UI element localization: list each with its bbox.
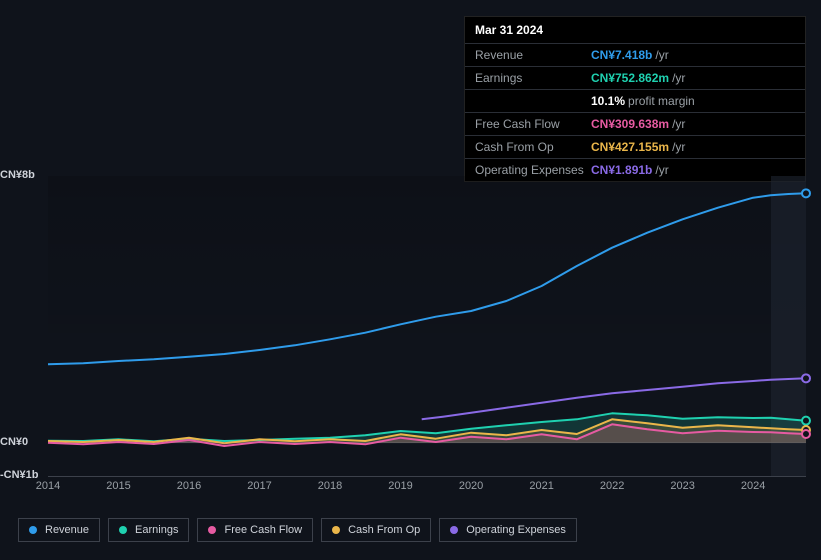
tooltip-unit: /yr bbox=[672, 140, 685, 154]
tooltip-value: CN¥309.638m bbox=[591, 117, 669, 131]
legend-dot-icon bbox=[29, 526, 37, 534]
series-end-marker-earnings bbox=[802, 417, 810, 425]
tooltip-row: EarningsCN¥752.862m /yr bbox=[465, 66, 805, 89]
tooltip-row: Free Cash FlowCN¥309.638m /yr bbox=[465, 112, 805, 135]
tooltip-label bbox=[475, 94, 591, 108]
tooltip-row: Cash From OpCN¥427.155m /yr bbox=[465, 135, 805, 158]
tooltip-unit: /yr bbox=[672, 71, 685, 85]
y-axis-label: -CN¥1b bbox=[0, 469, 39, 481]
legend-item-fcf[interactable]: Free Cash Flow bbox=[197, 518, 313, 542]
series-line-revenue bbox=[48, 193, 806, 364]
tooltip-value: CN¥7.418b bbox=[591, 48, 652, 62]
legend-dot-icon bbox=[208, 526, 216, 534]
x-axis-tick: 2016 bbox=[177, 480, 201, 492]
legend-item-revenue[interactable]: Revenue bbox=[18, 518, 100, 542]
x-axis-tick: 2018 bbox=[318, 480, 342, 492]
legend-dot-icon bbox=[450, 526, 458, 534]
tooltip-row: 10.1% profit margin bbox=[465, 89, 805, 112]
tooltip-value: CN¥427.155m bbox=[591, 140, 669, 154]
legend-item-cashop[interactable]: Cash From Op bbox=[321, 518, 431, 542]
x-axis: 2014201520162017201820192020202120222023… bbox=[48, 480, 806, 500]
series-end-marker-fcf bbox=[802, 430, 810, 438]
x-axis-tick: 2023 bbox=[670, 480, 694, 492]
y-axis-label: CN¥0 bbox=[0, 436, 28, 448]
legend-item-opex[interactable]: Operating Expenses bbox=[439, 518, 577, 542]
x-axis-tick: 2019 bbox=[388, 480, 412, 492]
tooltip-label: Earnings bbox=[475, 71, 591, 85]
tooltip-label: Cash From Op bbox=[475, 140, 591, 154]
series-end-marker-opex bbox=[802, 374, 810, 382]
tooltip-value: CN¥752.862m bbox=[591, 71, 669, 85]
legend-item-earnings[interactable]: Earnings bbox=[108, 518, 189, 542]
tooltip-unit: profit margin bbox=[628, 94, 695, 108]
legend-dot-icon bbox=[119, 526, 127, 534]
legend-label: Earnings bbox=[135, 524, 178, 536]
chart-svg bbox=[48, 176, 806, 476]
x-axis-tick: 2020 bbox=[459, 480, 483, 492]
x-axis-tick: 2015 bbox=[106, 480, 130, 492]
tooltip-label: Revenue bbox=[475, 48, 591, 62]
tooltip-row: RevenueCN¥7.418b /yr bbox=[465, 43, 805, 66]
y-axis-label: CN¥8b bbox=[0, 169, 35, 181]
x-axis-tick: 2024 bbox=[741, 480, 765, 492]
legend-label: Cash From Op bbox=[348, 524, 420, 536]
tooltip-date: Mar 31 2024 bbox=[465, 17, 805, 43]
legend-dot-icon bbox=[332, 526, 340, 534]
tooltip-unit: /yr bbox=[672, 117, 685, 131]
x-axis-tick: 2014 bbox=[36, 480, 60, 492]
legend-label: Revenue bbox=[45, 524, 89, 536]
legend-label: Free Cash Flow bbox=[224, 524, 302, 536]
x-axis-tick: 2021 bbox=[529, 480, 553, 492]
legend-label: Operating Expenses bbox=[466, 524, 566, 536]
chart-area: CN¥8b CN¥0 -CN¥1b 2014 2015 2016 2017 2018 2019… bbox=[0, 160, 821, 500]
legend: Revenue Earnings Free Cash Flow Cash From O… bbox=[18, 518, 577, 542]
x-axis-tick: 2017 bbox=[247, 480, 271, 492]
plot-region[interactable] bbox=[48, 176, 806, 477]
tooltip-panel: Mar 31 2024 RevenueCN¥7.418b /yrEarnings… bbox=[464, 16, 806, 182]
tooltip-unit: /yr bbox=[655, 48, 668, 62]
tooltip-label: Free Cash Flow bbox=[475, 117, 591, 131]
x-axis-tick: 2022 bbox=[600, 480, 624, 492]
tooltip-value: 10.1% bbox=[591, 94, 625, 108]
series-end-marker-revenue bbox=[802, 189, 810, 197]
